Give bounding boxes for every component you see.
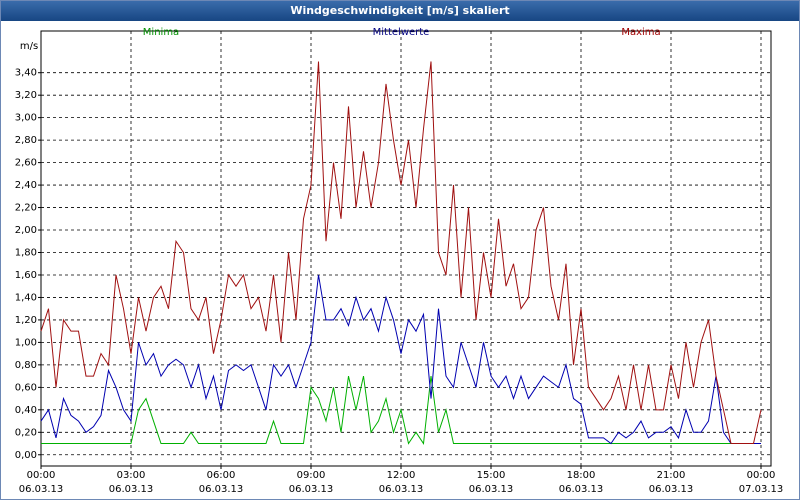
y-tick-label: 1,60 bbox=[15, 270, 37, 281]
y-tick-label: 2,00 bbox=[15, 225, 37, 236]
data-line bbox=[40, 61, 762, 445]
y-tick-label: 2,20 bbox=[15, 203, 37, 214]
x-tick-label: 06:00 06.03.13 bbox=[198, 470, 244, 495]
y-tick-label: 0,40 bbox=[15, 405, 37, 416]
data-line bbox=[41, 376, 761, 445]
y-tick-label: 1,20 bbox=[15, 315, 37, 326]
plot-frame bbox=[40, 30, 772, 467]
y-tick-label: 1,80 bbox=[15, 248, 37, 259]
x-tick-label: 09:00 06.03.13 bbox=[288, 470, 334, 495]
y-tick-label: 0,80 bbox=[15, 360, 37, 371]
y-tick-label: 0,00 bbox=[15, 450, 37, 461]
y-tick-label: 3,00 bbox=[15, 113, 37, 124]
y-tick-label: 1,00 bbox=[15, 337, 37, 348]
legend-label: Mittelwerte bbox=[373, 27, 430, 38]
y-tick-label: 2,80 bbox=[15, 135, 37, 146]
legend-label: Maxima bbox=[621, 27, 660, 38]
x-tick-label: 00:00 06.03.13 bbox=[18, 470, 64, 495]
y-tick-label: 0,20 bbox=[15, 427, 37, 438]
x-tick-label: 12:00 06.03.13 bbox=[378, 470, 424, 495]
y-tick-label: 1,40 bbox=[15, 292, 37, 303]
chart-title: Windgeschwindigkeit [m/s] skaliert bbox=[1, 1, 799, 21]
x-tick-label: 03:00 06.03.13 bbox=[108, 470, 154, 495]
x-tick-label: 00:00 07.03.13 bbox=[738, 470, 784, 495]
x-tick-label: 18:00 06.03.13 bbox=[558, 470, 604, 495]
y-tick-label: 2,60 bbox=[15, 158, 37, 169]
y-tick-label: 0,60 bbox=[15, 382, 37, 393]
y-axis-label: m/s bbox=[20, 41, 38, 52]
x-tick-label: 21:00 06.03.13 bbox=[648, 470, 694, 495]
x-tick-label: 15:00 06.03.13 bbox=[468, 470, 514, 495]
y-tick-label: 2,40 bbox=[15, 180, 37, 191]
y-tick-label: 3,20 bbox=[15, 90, 37, 101]
data-line bbox=[40, 274, 761, 445]
legend-label: Minima bbox=[143, 27, 179, 38]
y-tick-label: 3,40 bbox=[15, 68, 37, 79]
